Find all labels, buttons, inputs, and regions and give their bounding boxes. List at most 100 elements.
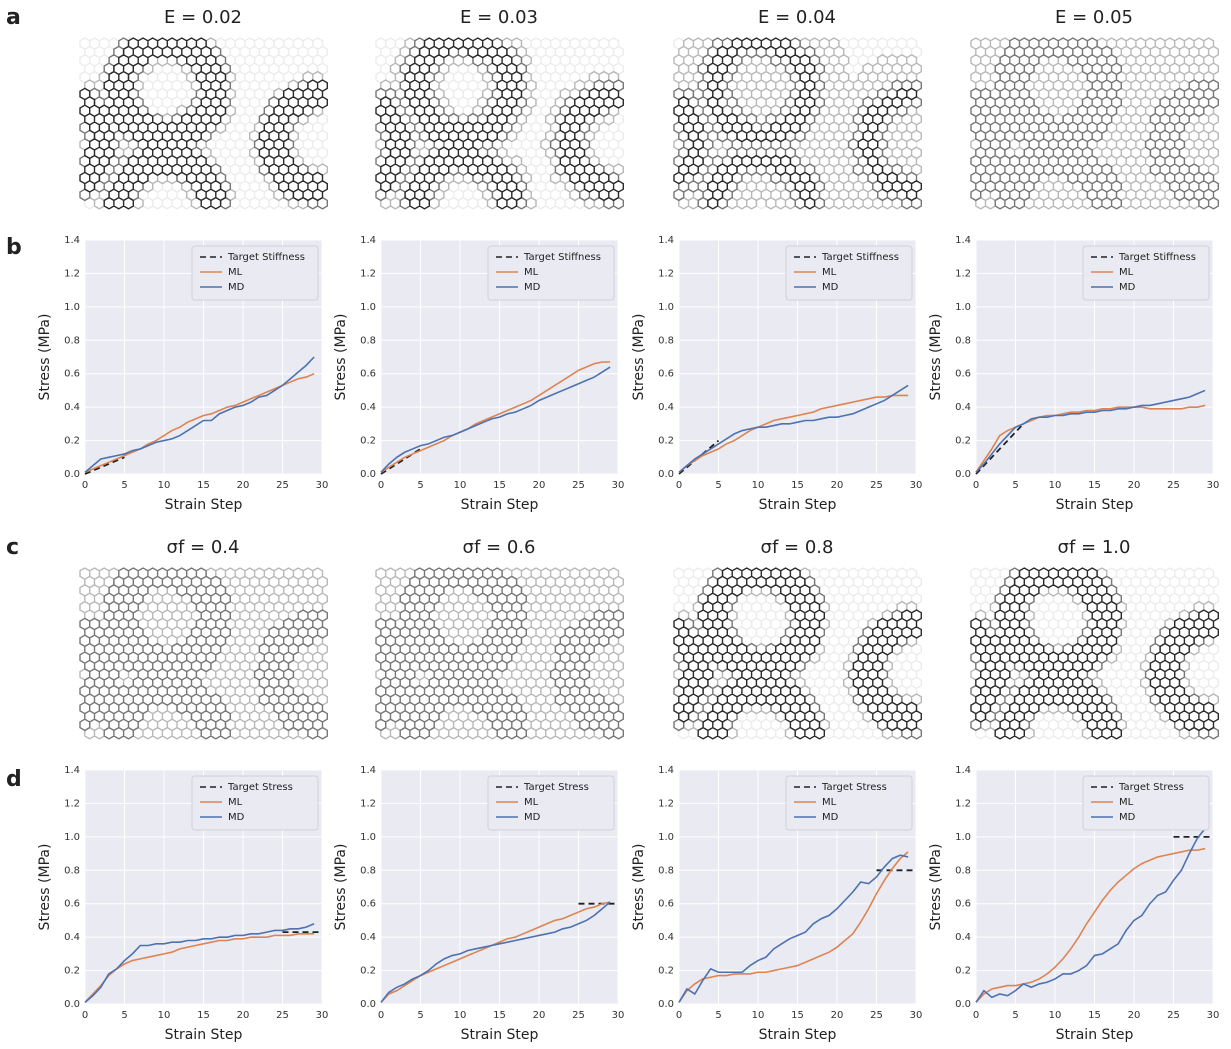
y-tick-label: 0.2: [64, 436, 80, 447]
y-tick-label: 0.0: [955, 469, 971, 480]
x-tick-label: 15: [493, 1010, 506, 1021]
y-tick-label: 0.0: [955, 999, 971, 1010]
y-tick-label: 0.6: [658, 369, 674, 380]
legend-label: ML: [524, 797, 539, 808]
panel-label: d: [6, 767, 22, 792]
x-tick-label: 30: [1207, 1010, 1220, 1021]
y-tick-label: 1.0: [360, 302, 376, 313]
y-axis-label: Stress (MPa): [928, 314, 944, 401]
y-tick-label: 0.4: [64, 402, 80, 413]
y-tick-label: 0.2: [360, 966, 376, 977]
y-tick-label: 1.4: [955, 235, 971, 246]
y-tick-label: 1.0: [658, 832, 674, 843]
y-tick-label: 1.0: [955, 302, 971, 313]
x-tick-label: 30: [910, 1010, 923, 1021]
y-tick-label: 1.0: [64, 302, 80, 313]
y-tick-label: 0.8: [955, 865, 971, 876]
legend-label: MD: [524, 812, 541, 823]
y-tick-label: 1.0: [955, 832, 971, 843]
x-tick-label: 15: [1088, 1010, 1101, 1021]
legend-label: Target Stress: [227, 782, 293, 793]
y-tick-label: 0.8: [658, 865, 674, 876]
lattice: [971, 38, 1218, 209]
legend-label: ML: [822, 797, 837, 808]
legend-label: Target Stress: [1118, 782, 1184, 793]
image-title: σf = 0.6: [463, 537, 536, 558]
x-tick-label: 0: [82, 480, 88, 491]
legend-label: Target Stress: [523, 782, 589, 793]
lattice: [674, 568, 921, 739]
y-tick-label: 0.8: [360, 865, 376, 876]
x-tick-label: 5: [715, 1010, 721, 1021]
y-tick-label: 0.2: [360, 436, 376, 447]
x-tick-label: 30: [612, 1010, 625, 1021]
x-tick-label: 15: [791, 480, 804, 491]
panel-label: a: [6, 5, 21, 30]
legend-label: Target Stiffness: [1118, 252, 1196, 263]
x-tick-label: 10: [752, 1010, 765, 1021]
y-tick-label: 1.4: [658, 235, 674, 246]
y-tick-label: 0.2: [64, 966, 80, 977]
x-tick-label: 15: [791, 1010, 804, 1021]
legend-label: ML: [1119, 797, 1134, 808]
x-axis-label: Strain Step: [759, 497, 837, 513]
y-tick-label: 0.2: [658, 966, 674, 977]
x-tick-label: 0: [378, 1010, 384, 1021]
legend-label: MD: [822, 282, 839, 293]
y-axis-label: Stress (MPa): [37, 844, 53, 931]
x-tick-label: 20: [533, 1010, 546, 1021]
y-tick-label: 0.0: [360, 999, 376, 1010]
y-axis-label: Stress (MPa): [928, 844, 944, 931]
y-tick-label: 0.4: [360, 932, 376, 943]
y-tick-label: 0.2: [658, 436, 674, 447]
y-tick-label: 0.4: [658, 402, 674, 413]
x-tick-label: 0: [676, 480, 682, 491]
lattice: [80, 568, 327, 739]
y-tick-label: 1.2: [658, 798, 674, 809]
x-tick-label: 25: [1167, 1010, 1180, 1021]
x-tick-label: 25: [276, 1010, 289, 1021]
x-axis-label: Strain Step: [1056, 1027, 1134, 1043]
y-tick-label: 1.4: [658, 765, 674, 776]
image-title: E = 0.02: [164, 7, 242, 28]
x-tick-label: 20: [831, 480, 844, 491]
y-tick-label: 0.0: [658, 999, 674, 1010]
x-tick-label: 20: [237, 480, 250, 491]
x-tick-label: 10: [454, 480, 467, 491]
y-tick-label: 1.0: [360, 832, 376, 843]
legend-label: Target Stiffness: [523, 252, 601, 263]
legend-label: ML: [1119, 267, 1134, 278]
legend-label: Target Stiffness: [821, 252, 899, 263]
y-tick-label: 0.0: [360, 469, 376, 480]
y-tick-label: 1.4: [360, 235, 376, 246]
x-tick-label: 10: [158, 1010, 171, 1021]
x-tick-label: 25: [572, 1010, 585, 1021]
y-tick-label: 1.4: [64, 235, 80, 246]
y-tick-label: 1.2: [64, 268, 80, 279]
x-tick-label: 30: [612, 480, 625, 491]
y-axis-label: Stress (MPa): [333, 844, 349, 931]
y-tick-label: 1.2: [360, 798, 376, 809]
legend-label: MD: [822, 812, 839, 823]
lattice: [376, 568, 623, 739]
figure: a b c d E = 0.02E = 0.03E = 0.04E = 0.05…: [0, 0, 1231, 1049]
legend-label: MD: [228, 282, 245, 293]
x-tick-label: 15: [1088, 480, 1101, 491]
x-axis-label: Strain Step: [1056, 497, 1134, 513]
legend-label: Target Stress: [821, 782, 887, 793]
x-tick-label: 30: [316, 480, 329, 491]
y-axis-label: Stress (MPa): [631, 844, 647, 931]
image-title: E = 0.04: [758, 7, 836, 28]
x-tick-label: 10: [1049, 480, 1062, 491]
y-tick-label: 0.6: [955, 369, 971, 380]
y-axis-label: Stress (MPa): [37, 314, 53, 401]
x-axis-label: Strain Step: [461, 497, 539, 513]
y-tick-label: 1.2: [955, 798, 971, 809]
y-tick-label: 1.4: [955, 765, 971, 776]
x-tick-label: 0: [973, 480, 979, 491]
y-tick-label: 0.8: [955, 335, 971, 346]
y-tick-label: 1.0: [658, 302, 674, 313]
legend-label: Target Stiffness: [227, 252, 305, 263]
y-tick-label: 1.2: [955, 268, 971, 279]
x-tick-label: 30: [316, 1010, 329, 1021]
